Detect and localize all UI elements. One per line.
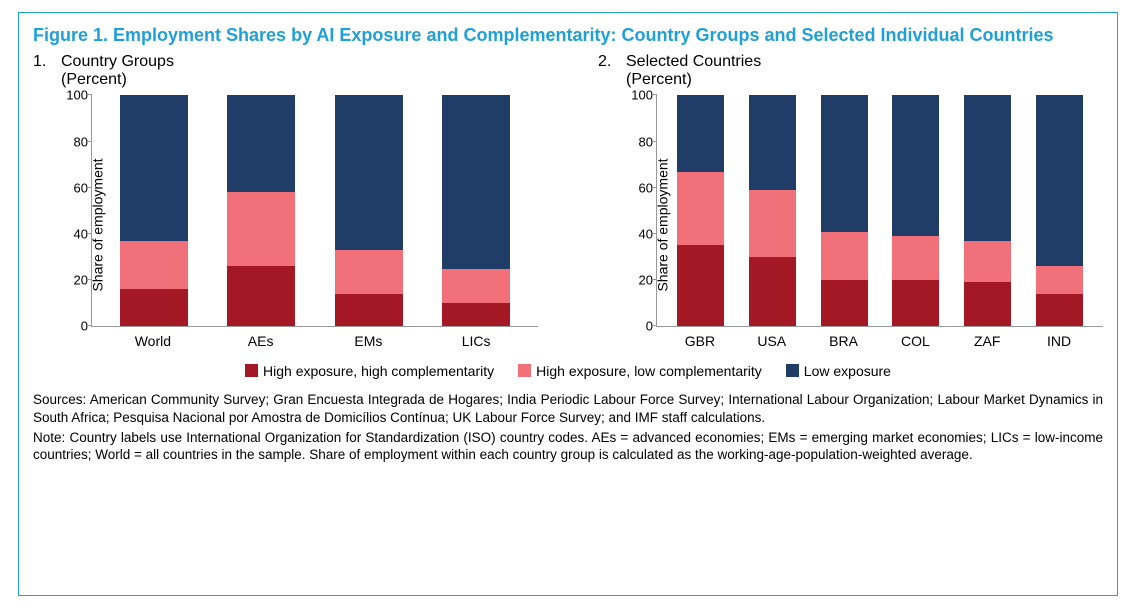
chart-area: Share of employment020406080100WorldAEsE…: [33, 95, 538, 355]
bar-column: [892, 95, 939, 326]
bar-segment-lo: [821, 95, 868, 231]
bar-segment-lo: [677, 95, 724, 171]
bar-segment-hl: [1036, 266, 1083, 294]
bar-segment-lo: [335, 95, 403, 250]
bar-column: [677, 95, 724, 326]
bars-container: [92, 95, 538, 326]
legend-label: High exposure, low complementarity: [536, 363, 762, 379]
x-tick-label: IND: [1036, 327, 1083, 355]
panel-title-wrap: Selected Countries(Percent): [626, 53, 761, 89]
y-tick-label: 60: [54, 180, 88, 195]
bar-segment-hh: [1036, 294, 1083, 326]
legend-label: Low exposure: [804, 363, 891, 379]
panel-header: 1.Country Groups(Percent): [33, 53, 538, 89]
bar-column: [1036, 95, 1083, 326]
y-tick-label: 40: [54, 226, 88, 241]
bar-column: [442, 95, 510, 326]
x-tick-label: AEs: [227, 327, 295, 355]
bar-column: [335, 95, 403, 326]
y-tick-label: 80: [619, 134, 653, 149]
x-tick-label: ZAF: [964, 327, 1011, 355]
bar-segment-lo: [120, 95, 188, 241]
bar-column: [227, 95, 295, 326]
bar-segment-hl: [821, 232, 868, 281]
y-tick-label: 80: [54, 134, 88, 149]
x-tick-label: World: [119, 327, 187, 355]
bar-segment-hl: [749, 190, 796, 257]
x-tick-label: BRA: [820, 327, 867, 355]
panel-header: 2.Selected Countries(Percent): [598, 53, 1103, 89]
bar-segment-lo: [1036, 95, 1083, 266]
x-tick-label: LICs: [442, 327, 510, 355]
bar-column: [964, 95, 1011, 326]
legend-item: High exposure, high complementarity: [245, 363, 494, 379]
bar-segment-lo: [749, 95, 796, 190]
bar-column: [821, 95, 868, 326]
panel-subtitle: (Percent): [626, 71, 761, 89]
panel-number: 2.: [598, 53, 626, 89]
bar-segment-hh: [821, 280, 868, 326]
legend-swatch: [518, 364, 531, 377]
legend-item: Low exposure: [786, 363, 891, 379]
y-tick-label: 60: [619, 180, 653, 195]
legend-item: High exposure, low complementarity: [518, 363, 762, 379]
legend-swatch: [245, 364, 258, 377]
bar-segment-hl: [120, 241, 188, 290]
charts-row: 1.Country Groups(Percent)Share of employ…: [33, 53, 1103, 355]
panel-subtitle: (Percent): [61, 71, 174, 89]
plot-area: 020406080100: [91, 95, 538, 327]
bars-container: [657, 95, 1103, 326]
plot-area: 020406080100: [656, 95, 1103, 327]
bar-segment-hl: [442, 269, 510, 304]
bar-segment-hh: [749, 257, 796, 326]
bar-segment-hh: [964, 282, 1011, 326]
bar-segment-lo: [227, 95, 295, 192]
y-tick-label: 0: [54, 319, 88, 334]
panel-title-wrap: Country Groups(Percent): [61, 53, 174, 89]
note-text: Note: Country labels use International O…: [33, 429, 1103, 464]
bar-segment-hl: [964, 241, 1011, 283]
figure-title: Figure 1. Employment Shares by AI Exposu…: [33, 23, 1103, 47]
bar-segment-hl: [227, 192, 295, 266]
bar-segment-hl: [335, 250, 403, 294]
bar-segment-lo: [442, 95, 510, 268]
y-tick-label: 40: [619, 226, 653, 241]
x-tick-label: EMs: [334, 327, 402, 355]
x-labels: World AEs EMs LICs: [91, 327, 538, 355]
y-tick-label: 20: [619, 273, 653, 288]
bar-column: [120, 95, 188, 326]
bar-segment-hl: [892, 236, 939, 280]
bar-segment-hl: [677, 172, 724, 246]
bar-segment-hh: [120, 289, 188, 326]
bar-segment-hh: [892, 280, 939, 326]
bar-segment-lo: [892, 95, 939, 236]
bar-segment-lo: [964, 95, 1011, 241]
y-tick-label: 20: [54, 273, 88, 288]
legend-label: High exposure, high complementarity: [263, 363, 494, 379]
bar-segment-hh: [442, 303, 510, 326]
y-tick-label: 100: [54, 88, 88, 103]
chart-area: Share of employment020406080100GBRUSABRA…: [598, 95, 1103, 355]
bar-column: [749, 95, 796, 326]
legend-swatch: [786, 364, 799, 377]
bar-segment-hh: [227, 266, 295, 326]
y-tick-label: 100: [619, 88, 653, 103]
legend: High exposure, high complementarity High …: [33, 363, 1103, 379]
panel-number: 1.: [33, 53, 61, 89]
x-labels: GBR USA BRA COL ZAF IND: [656, 327, 1103, 355]
x-tick-label: USA: [748, 327, 795, 355]
x-tick-label: COL: [892, 327, 939, 355]
panel-title: Country Groups: [61, 53, 174, 71]
chart-panel-2: 2.Selected Countries(Percent)Share of em…: [598, 53, 1103, 355]
sources-text: Sources: American Community Survey; Gran…: [33, 391, 1103, 426]
panel-title: Selected Countries: [626, 53, 761, 71]
y-tick-label: 0: [619, 319, 653, 334]
x-tick-label: GBR: [676, 327, 723, 355]
bar-segment-hh: [677, 245, 724, 326]
figure-container: Figure 1. Employment Shares by AI Exposu…: [18, 12, 1118, 596]
chart-panel-1: 1.Country Groups(Percent)Share of employ…: [33, 53, 538, 355]
bar-segment-hh: [335, 294, 403, 326]
